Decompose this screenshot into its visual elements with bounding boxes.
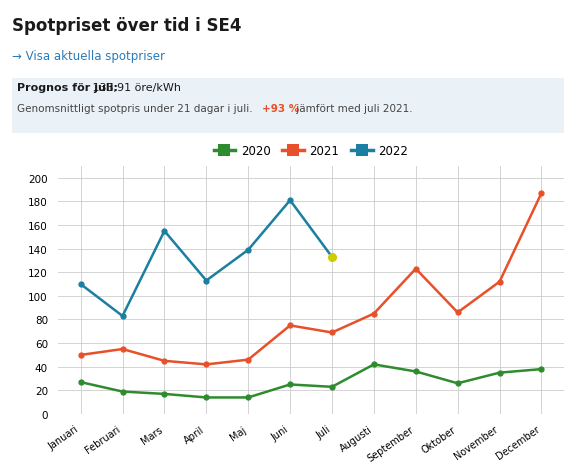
Text: +93 %: +93 % bbox=[262, 103, 300, 113]
Text: Prognos för juli:: Prognos för juli: bbox=[17, 83, 118, 93]
Text: 133,91 öre/kWh: 133,91 öre/kWh bbox=[89, 83, 181, 93]
Text: jämfört med juli 2021.: jämfört med juli 2021. bbox=[293, 103, 412, 113]
Text: Genomsnittligt spotpris under 21 dagar i juli.: Genomsnittligt spotpris under 21 dagar i… bbox=[17, 103, 256, 113]
Legend: 2020, 2021, 2022: 2020, 2021, 2022 bbox=[209, 140, 413, 163]
Text: → Visa aktuella spotpriser: → Visa aktuella spotpriser bbox=[12, 50, 165, 63]
Text: Spotpriset över tid i SE4: Spotpriset över tid i SE4 bbox=[12, 17, 241, 35]
